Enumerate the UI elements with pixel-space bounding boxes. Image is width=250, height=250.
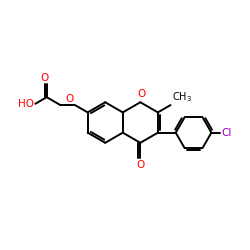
Text: O: O — [137, 89, 145, 99]
Text: O: O — [65, 94, 74, 104]
Text: HO: HO — [18, 99, 34, 109]
Text: CH$_3$: CH$_3$ — [172, 90, 192, 104]
Text: O: O — [136, 160, 144, 170]
Text: O: O — [41, 72, 49, 83]
Text: Cl: Cl — [221, 128, 232, 138]
